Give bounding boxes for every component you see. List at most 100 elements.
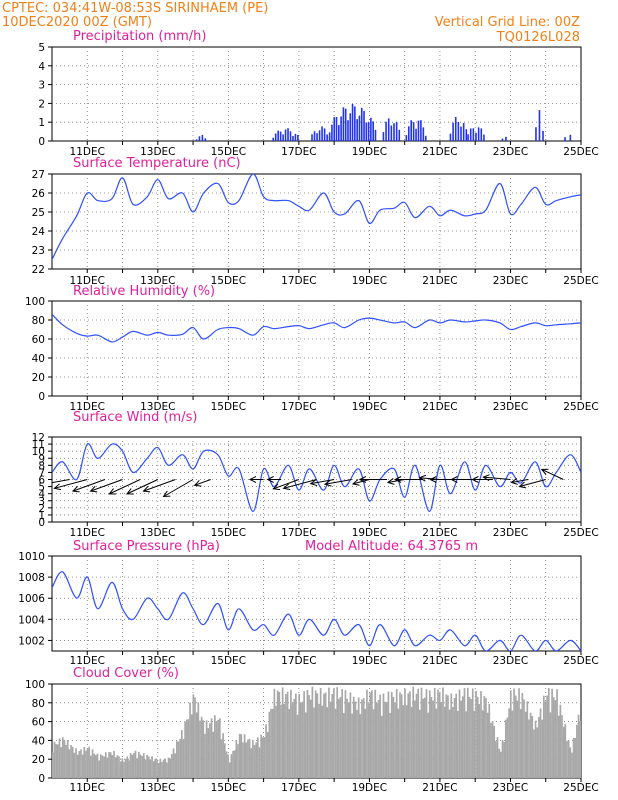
y-tick-label: 25	[32, 207, 45, 219]
cloud-bar	[407, 693, 410, 778]
precip-bar	[385, 121, 387, 141]
precip-bar	[287, 128, 289, 141]
x-tick-label: 25DEC	[563, 401, 598, 413]
cloud-bar	[458, 689, 461, 778]
precip-bar	[372, 121, 374, 141]
cloud-bar	[53, 741, 56, 778]
cloud-bar	[240, 734, 243, 778]
precip-bar	[313, 131, 316, 141]
x-tick-label: 11DEC	[70, 401, 105, 413]
precip-bar	[452, 122, 454, 141]
y-tick-label: 1	[38, 117, 45, 129]
cloud-bar	[329, 701, 332, 778]
cloud-bar	[337, 698, 340, 778]
cloud-bar	[336, 687, 339, 778]
cloud-bar	[108, 752, 110, 778]
wind-arrow	[541, 468, 564, 480]
cloud-bar	[496, 737, 499, 778]
wind-arrowhead	[393, 476, 402, 483]
x-tick-label: 21DEC	[422, 401, 457, 413]
cloud-bar	[66, 740, 69, 778]
y-tick-label: 60	[32, 334, 45, 346]
precip-bar	[274, 133, 277, 141]
cloud-bar	[463, 688, 466, 778]
cloud-bar	[471, 688, 474, 778]
cloud-bar	[232, 750, 234, 778]
cloud-bar	[422, 698, 424, 778]
x-tick-label: 23DEC	[493, 527, 528, 539]
cloud-bar	[438, 692, 441, 778]
cloud-bar	[215, 721, 218, 778]
cloud-bar	[185, 719, 188, 778]
cloud-bar	[326, 707, 329, 778]
cloud-bar	[276, 690, 279, 778]
panel-title: Surface Temperature (nC)	[73, 156, 241, 171]
wind-arrowhead	[323, 479, 332, 487]
y-tick-label: 1	[38, 510, 45, 522]
wind-arrowhead	[142, 485, 151, 493]
cloud-bar	[225, 751, 228, 778]
cloud-bar	[504, 719, 507, 778]
cloud-bar	[334, 708, 337, 778]
cloud-bar	[247, 739, 249, 778]
precip-bar	[335, 116, 338, 141]
precip-bar	[338, 125, 340, 141]
cloud-bar	[437, 689, 439, 778]
cloud-bar	[103, 756, 105, 778]
cloud-bar	[319, 687, 322, 778]
y-tick-label: 4	[38, 61, 45, 73]
x-tick-label: 19DEC	[352, 275, 387, 287]
y-tick-label: 12	[32, 432, 45, 444]
precip-bar	[370, 117, 372, 141]
cloud-bar	[448, 709, 451, 778]
wind-arrowhead	[266, 476, 274, 483]
panel-data	[52, 174, 581, 260]
precip-bar	[292, 136, 294, 141]
cloud-bar	[238, 733, 241, 778]
cloud-bar	[212, 731, 215, 778]
y-tick-label: 10	[32, 446, 45, 458]
cloud-bar	[99, 754, 102, 778]
cloud-bar	[414, 700, 416, 778]
cloud-bar	[430, 697, 433, 778]
cloud-bar	[55, 744, 58, 778]
precip-bar	[354, 106, 356, 141]
cloud-bar	[318, 703, 320, 778]
precip-bar	[272, 137, 275, 141]
precip-bar	[542, 130, 544, 141]
cloud-bar	[271, 708, 274, 778]
cloud-bar	[323, 693, 325, 778]
cloud-bar	[85, 750, 87, 778]
cloud-bar	[377, 699, 380, 778]
y-tick-label: 22	[32, 264, 45, 276]
cloud-bar	[227, 754, 229, 778]
cloud-bar	[572, 737, 575, 778]
precip-bar	[201, 134, 204, 141]
cloud-bar	[547, 687, 550, 778]
x-tick-label: 17DEC	[281, 527, 316, 539]
cloud-bar	[217, 719, 220, 778]
wind-arrowhead	[429, 476, 437, 483]
cloud-bar	[205, 720, 208, 778]
precip-bar	[472, 128, 475, 141]
cloud-bar	[546, 695, 548, 778]
cloud-bar	[442, 687, 444, 778]
cloud-bar	[476, 696, 479, 778]
x-tick-label: 19DEC	[352, 527, 387, 539]
cloud-bar	[149, 759, 152, 778]
cloud-bar	[263, 737, 266, 778]
cloud-bar	[453, 698, 456, 778]
cloud-bar	[432, 700, 434, 778]
precip-bar	[321, 126, 323, 141]
precip-bar	[328, 132, 331, 141]
cloud-bar	[562, 726, 565, 778]
cloud-bar	[404, 688, 406, 778]
cloud-bar	[470, 698, 472, 778]
x-tick-label: 23DEC	[493, 146, 528, 158]
precip-bar	[538, 110, 541, 141]
x-tick-label: 15DEC	[211, 275, 246, 287]
wind-arrow	[483, 476, 511, 480]
cloud-bar	[513, 688, 515, 778]
cloud-bar	[569, 747, 572, 778]
cloud-bar	[402, 705, 405, 778]
